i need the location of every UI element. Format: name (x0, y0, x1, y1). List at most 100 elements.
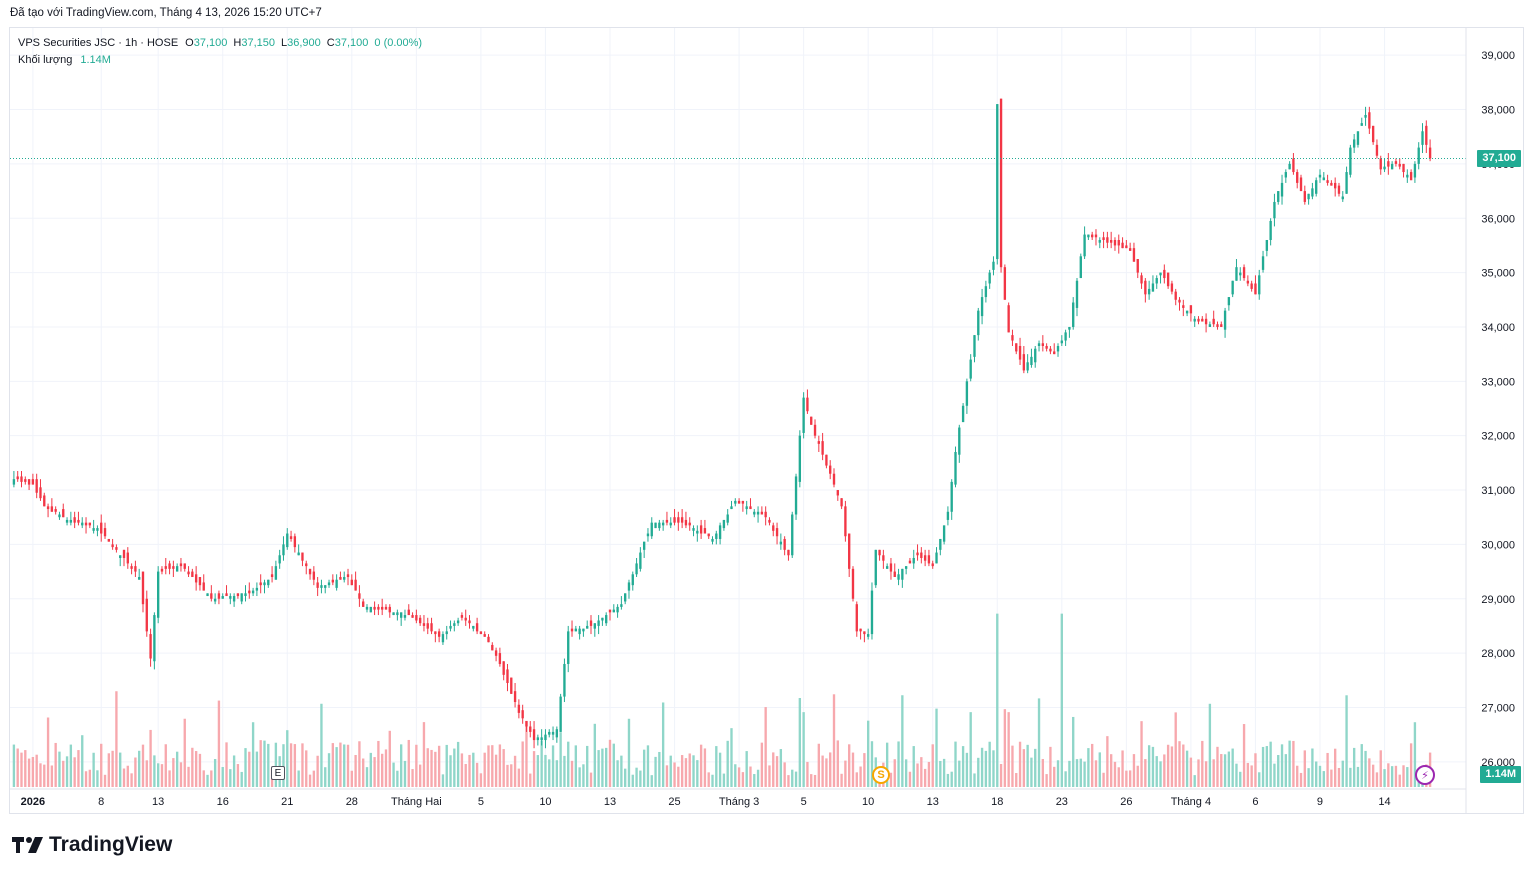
candle-body (354, 579, 357, 591)
volume-bar (996, 613, 999, 787)
candle-body (1003, 267, 1007, 300)
candle-body (1204, 318, 1208, 325)
volume-bar (301, 743, 304, 787)
volume-bar (468, 754, 471, 787)
candle-body (1242, 267, 1246, 279)
volume-bar (392, 762, 395, 787)
candle-body (362, 601, 365, 607)
time-axis: 2026 8 13 16 21 28 Tháng Hai 5 10 13 25 Tháng 3 5 10 1… (21, 796, 1391, 808)
candle-body (498, 653, 502, 664)
candle-body (586, 625, 589, 629)
volume-bar (661, 702, 665, 787)
candle-body (278, 555, 281, 564)
candle-body (601, 617, 604, 621)
volume-bar (1409, 743, 1413, 787)
candle-body (229, 596, 232, 599)
candle-body (756, 511, 760, 515)
volume-bar (1352, 747, 1356, 787)
candle-body (726, 514, 729, 523)
price-tick-label: 27,000 (1481, 702, 1515, 714)
candle-body (825, 454, 828, 466)
candle-body (1417, 147, 1420, 164)
candle-body (608, 609, 612, 613)
volume-badge: 1.14M (1480, 766, 1521, 783)
volume-bar (1368, 758, 1371, 787)
volume-bar (1330, 769, 1333, 787)
volume-bar (240, 771, 243, 787)
candle-body (984, 286, 988, 298)
volume-bar (821, 755, 824, 787)
candle-body (692, 528, 695, 531)
candle-body (472, 625, 475, 629)
volume-bar (1106, 736, 1109, 787)
candle-body (885, 566, 889, 569)
volume-bar (532, 751, 536, 787)
candle-body (335, 579, 338, 588)
candle-body (286, 533, 289, 548)
volume-bar (1053, 766, 1056, 787)
candle-body (988, 272, 991, 284)
time-tick-label: 9 (1317, 796, 1323, 808)
candle-body (100, 522, 103, 534)
volume-bar (1318, 765, 1322, 787)
volume-bar (946, 773, 950, 787)
earnings-event-icon[interactable]: E (271, 766, 285, 780)
volume-bar (1144, 759, 1147, 787)
volume-bar (1277, 755, 1280, 787)
volume-bar (730, 728, 733, 787)
tradingview-logo[interactable]: TradingView (12, 833, 172, 857)
volume-bar (1182, 744, 1185, 787)
flash-event-icon[interactable]: ⚡ (1415, 765, 1435, 785)
volume-bar (908, 771, 912, 787)
volume-bar (282, 744, 285, 787)
candle-body (384, 606, 388, 610)
volume-bar (1079, 758, 1082, 787)
volume-bar (1334, 748, 1337, 787)
ohlc-row: VPS Securities JSC · 1h · HOSE O 37,100 H… (18, 35, 422, 52)
candle-body (168, 563, 171, 569)
time-tick-label: 5 (478, 796, 484, 808)
volume-bar (999, 763, 1003, 787)
volume-bar (373, 757, 376, 787)
candle-body (1428, 147, 1432, 159)
time-tick-label: Tháng Hai (391, 796, 442, 808)
candle-body (415, 615, 418, 621)
volume-bar (316, 755, 319, 787)
volume-bar (122, 768, 126, 787)
volume-bar (194, 751, 198, 787)
candle-body (904, 566, 908, 569)
volume-bar (388, 730, 391, 787)
candle-body (1064, 332, 1067, 341)
volume-bar (1201, 740, 1204, 787)
candle-body (388, 606, 391, 613)
volume-bar (164, 744, 167, 787)
volume-bar (680, 755, 684, 787)
volume-bar (791, 769, 794, 787)
volume-bar (487, 745, 490, 787)
candle-body (1425, 125, 1428, 145)
volume-bar (312, 770, 316, 787)
dividend-event-icon[interactable]: S (872, 766, 890, 784)
volume-bar (889, 772, 893, 787)
candle-body (297, 552, 300, 556)
volume-bar (601, 748, 604, 787)
candle-body (399, 612, 403, 618)
candle-body (574, 628, 578, 632)
volume-bar (1109, 754, 1113, 787)
candle-body (570, 628, 574, 632)
volume-bar (96, 770, 99, 787)
volume-bar (1265, 746, 1269, 787)
logo-text: TradingView (49, 833, 173, 856)
candle-body (24, 479, 27, 482)
volume-bar (437, 745, 441, 787)
candle-body (1102, 237, 1105, 240)
candle-body (111, 544, 114, 548)
candle-body (1364, 114, 1367, 118)
volume-label[interactable]: Khối lượng (18, 54, 73, 66)
volume-bar (855, 772, 858, 787)
candle-body (791, 514, 794, 556)
symbol-title[interactable]: VPS Securities JSC · 1h · HOSE (18, 37, 179, 49)
candle-body (1383, 166, 1386, 170)
volume-bar (339, 742, 342, 787)
